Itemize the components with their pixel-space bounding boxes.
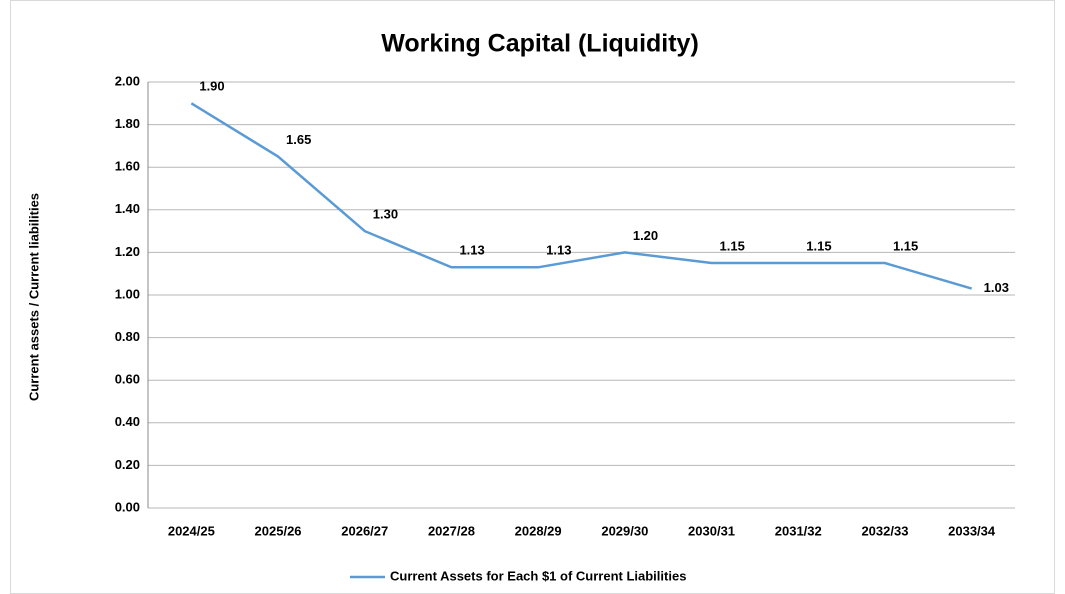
y-tick-label: 0.60 bbox=[115, 372, 140, 387]
y-tick-label: 1.20 bbox=[115, 244, 140, 259]
y-tick-label: 0.20 bbox=[115, 457, 140, 472]
x-tick-label: 2024/25 bbox=[168, 523, 215, 538]
data-label: 1.90 bbox=[199, 79, 224, 94]
x-tick-label: 2025/26 bbox=[255, 523, 302, 538]
data-label: 1.13 bbox=[546, 243, 571, 258]
x-tick-label: 2032/33 bbox=[861, 523, 908, 538]
y-tick-label: 1.60 bbox=[115, 159, 140, 174]
y-tick-label: 1.80 bbox=[115, 116, 140, 131]
chart-title: Working Capital (Liquidity) bbox=[381, 30, 699, 58]
y-tick-label: 1.40 bbox=[115, 201, 140, 216]
x-tick-label: 2030/31 bbox=[688, 523, 735, 538]
y-tick-label: 0.80 bbox=[115, 329, 140, 344]
x-tick-label: 2027/28 bbox=[428, 523, 475, 538]
x-tick-label: 2031/32 bbox=[775, 523, 822, 538]
x-tick-label: 2029/30 bbox=[601, 523, 648, 538]
data-label: 1.65 bbox=[286, 132, 311, 147]
x-tick-label: 2033/34 bbox=[948, 523, 996, 538]
legend-label: Current Assets for Each $1 of Current Li… bbox=[390, 568, 686, 583]
y-tick-label: 0.00 bbox=[115, 499, 140, 514]
line-series bbox=[190, 102, 973, 290]
x-tick-label: 2026/27 bbox=[341, 523, 388, 538]
data-label: 1.20 bbox=[633, 228, 658, 243]
y-axis-label: Current assets / Current liabilities bbox=[26, 193, 41, 401]
x-tick-label: 2028/29 bbox=[515, 523, 562, 538]
data-label: 1.15 bbox=[806, 238, 831, 253]
y-tick-label: 0.40 bbox=[115, 414, 140, 429]
data-label: 1.15 bbox=[720, 238, 745, 253]
data-label: 1.15 bbox=[893, 238, 918, 253]
y-tick-label: 2.00 bbox=[115, 73, 140, 88]
data-label: 1.03 bbox=[984, 280, 1009, 295]
data-label: 1.30 bbox=[373, 207, 398, 222]
data-label: 1.13 bbox=[459, 243, 484, 258]
chart-border bbox=[10, 0, 1055, 594]
y-tick-label: 1.00 bbox=[115, 286, 140, 301]
